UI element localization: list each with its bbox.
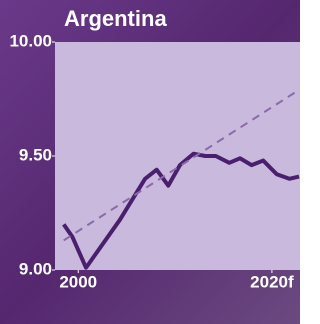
chart-title: Argentina — [64, 6, 167, 31]
x-tick-label: 2000 — [59, 272, 97, 291]
y-tick-label: 9.00 — [19, 259, 52, 278]
x-tick-label: 2020f — [250, 272, 294, 291]
chart: Argentina 9.00 9.50 10.00 2000 2020f — [0, 0, 300, 324]
y-tick-label: 10.00 — [9, 31, 52, 50]
y-tick-label: 9.50 — [19, 145, 52, 164]
plot-area — [55, 42, 300, 270]
